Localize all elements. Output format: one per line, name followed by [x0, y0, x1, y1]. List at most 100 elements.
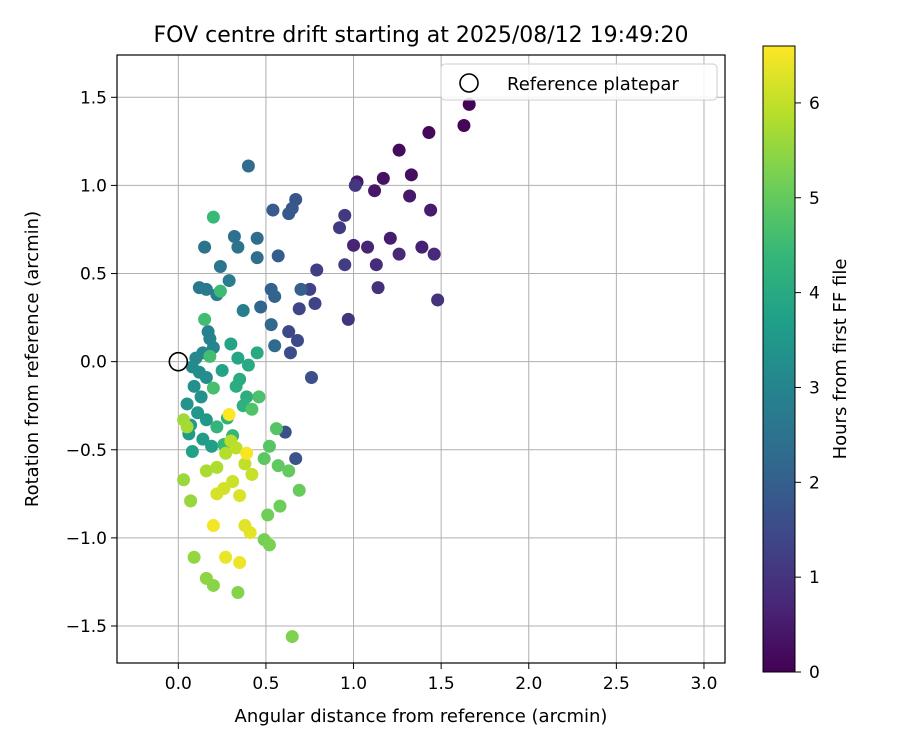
data-point	[285, 630, 299, 644]
data-point	[241, 159, 255, 173]
data-point	[245, 402, 259, 416]
x-axis-ticks: 0.0 0.5 1.0 1.5 2.0 2.5 3.0	[165, 663, 717, 694]
data-point	[282, 207, 296, 221]
data-point	[333, 221, 347, 235]
data-point	[187, 379, 201, 393]
data-point	[292, 483, 306, 497]
data-point	[383, 231, 397, 245]
data-point	[264, 318, 278, 332]
data-point	[462, 97, 476, 111]
data-point	[457, 118, 471, 132]
y-tick-label: −1.0	[66, 529, 107, 549]
data-point	[271, 459, 285, 473]
data-point	[392, 247, 406, 261]
data-point	[206, 210, 220, 224]
colorbar-tick-label: 0	[809, 663, 820, 683]
colorbar-tick-label: 4	[809, 284, 820, 304]
data-point	[184, 494, 198, 508]
data-point	[257, 452, 271, 466]
data-point	[338, 208, 352, 222]
data-point	[231, 586, 245, 600]
data-point	[229, 441, 243, 455]
data-point	[269, 422, 283, 436]
data-point	[427, 247, 441, 261]
colorbar-tick-label: 5	[809, 189, 820, 209]
x-tick-label: 0.5	[252, 674, 279, 694]
data-point	[250, 251, 264, 265]
data-point	[348, 178, 362, 192]
data-point	[231, 351, 245, 365]
legend: Reference platepar	[440, 63, 718, 101]
data-point	[229, 379, 243, 393]
data-point	[206, 519, 220, 533]
colorbar-label: Hours from first FF file	[830, 259, 851, 460]
data-point	[210, 460, 224, 474]
data-point	[268, 289, 282, 303]
data-point	[361, 240, 375, 254]
colorbar-tick-label: 6	[809, 94, 820, 114]
data-point	[213, 284, 227, 298]
data-point	[262, 538, 276, 552]
data-point	[368, 184, 382, 198]
data-point	[199, 571, 213, 585]
data-point	[262, 439, 276, 453]
x-axis-label: Angular distance from reference (arcmin)	[235, 706, 608, 727]
data-point	[199, 413, 213, 427]
data-point	[424, 203, 438, 217]
y-tick-label: 0.5	[80, 265, 107, 285]
x-tick-label: 2.5	[603, 674, 630, 694]
data-point	[240, 446, 254, 460]
x-tick-label: 2.0	[515, 674, 542, 694]
data-point	[222, 274, 236, 288]
data-point	[180, 420, 194, 434]
data-point	[289, 452, 303, 466]
data-point	[252, 390, 266, 404]
data-point	[308, 296, 322, 310]
colorbar-bar	[762, 45, 796, 673]
colorbar-tick-label: 2	[809, 473, 820, 493]
data-point	[347, 238, 361, 252]
data-point	[243, 526, 257, 540]
data-point	[282, 464, 296, 478]
data-point	[210, 420, 224, 434]
data-point	[431, 293, 445, 307]
data-point	[198, 240, 212, 254]
data-point	[177, 473, 191, 487]
plot-frame	[116, 54, 726, 664]
chart-title: FOV centre drift starting at 2025/08/12 …	[154, 23, 689, 48]
data-point	[290, 333, 304, 347]
data-point	[233, 556, 247, 570]
legend-box	[440, 63, 718, 101]
data-point	[210, 487, 224, 501]
y-tick-label: 1.5	[80, 88, 107, 108]
legend-label: Reference platepar	[507, 74, 679, 95]
data-point	[238, 457, 252, 471]
data-point	[233, 489, 247, 503]
x-tick-label: 0.0	[165, 674, 192, 694]
reference-marker	[168, 351, 189, 372]
data-point	[294, 282, 308, 296]
data-point	[341, 312, 355, 326]
data-point	[206, 381, 220, 395]
data-point	[198, 312, 212, 326]
data-point	[215, 363, 229, 377]
data-point	[404, 168, 418, 182]
data-point	[271, 249, 285, 263]
data-point	[205, 439, 219, 453]
data-points	[177, 97, 476, 644]
legend-marker	[459, 73, 479, 93]
data-point	[227, 230, 241, 244]
data-point	[273, 499, 287, 513]
data-point	[199, 282, 213, 296]
y-tick-label: −0.5	[66, 441, 107, 461]
data-point	[250, 231, 264, 245]
data-point	[219, 446, 233, 460]
y-tick-label: −1.5	[66, 617, 107, 637]
data-point	[304, 371, 318, 385]
data-point	[245, 467, 259, 481]
colorbar-tick-label: 1	[809, 568, 820, 588]
data-point	[213, 259, 227, 273]
data-point	[283, 346, 297, 360]
data-point	[292, 302, 306, 316]
